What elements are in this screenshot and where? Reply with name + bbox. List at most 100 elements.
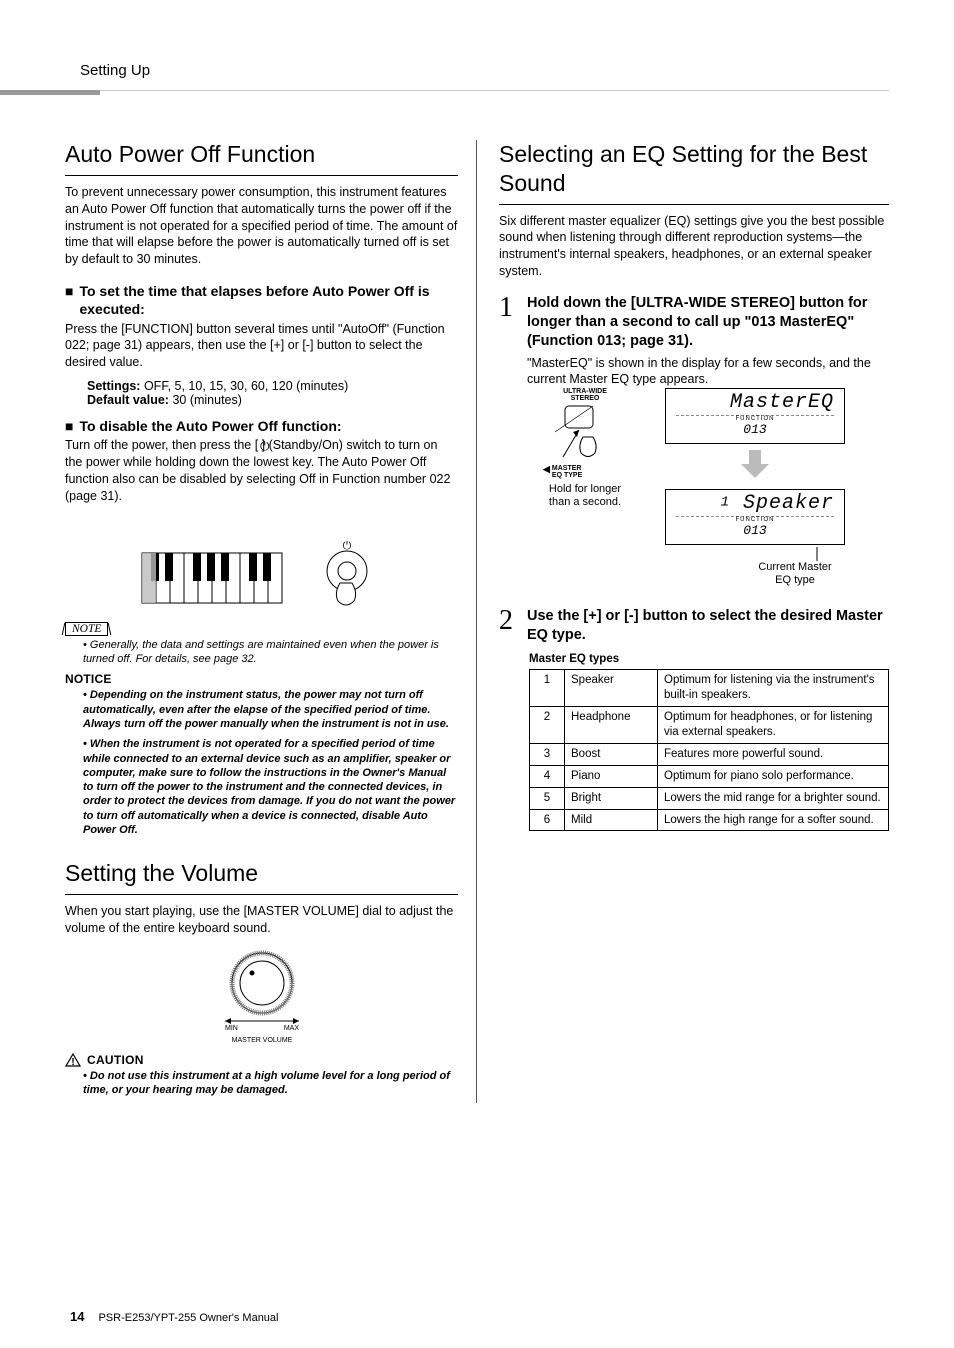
eq-desc: Optimum for headphones, or for listening…	[658, 706, 889, 743]
volume-dial-figure: MIN MAX MASTER VOLUME	[65, 945, 458, 1045]
eq-desc: Lowers the mid range for a brighter soun…	[658, 787, 889, 809]
left-column: Auto Power Off Function To prevent unnec…	[65, 140, 477, 1103]
note-body: • Generally, the data and settings are m…	[83, 638, 458, 667]
lcd-box-1: MasterEQ FUNCTION 013	[665, 388, 845, 444]
svg-text:⏻: ⏻	[342, 540, 351, 552]
lcd2-main: 1 Speaker	[676, 494, 834, 517]
bullet-square-icon: ■	[65, 282, 73, 318]
right-column: Selecting an EQ Setting for the Best Sou…	[477, 140, 889, 1103]
subhead-set-time: ■ To set the time that elapses before Au…	[65, 282, 458, 318]
auto-power-off-body: To prevent unnecessary power consumption…	[65, 184, 458, 268]
hold-text-1: Hold for longer	[549, 483, 621, 495]
eq-num: 3	[530, 743, 565, 765]
svg-text:!: !	[71, 1057, 74, 1067]
settings-values: OFF, 5, 10, 15, 30, 60, 120 (minutes)	[140, 379, 348, 393]
eq-num: 2	[530, 706, 565, 743]
hold-text-2: than a second.	[549, 496, 621, 508]
eq-name: Piano	[565, 765, 658, 787]
set-time-body: Press the [FUNCTION] button several time…	[65, 321, 458, 372]
btn-label-bot2: EQ TYPE	[552, 472, 582, 479]
disable-body-text: Turn off the power, then press the [ ] (…	[65, 438, 450, 503]
step-1-head: Hold down the [ULTRA-WIDE STEREO] button…	[527, 294, 889, 351]
svg-text:MIN: MIN	[225, 1025, 238, 1032]
table-row: 5BrightLowers the mid range for a bright…	[530, 787, 889, 809]
eq-intro: Six different master equalizer (EQ) sett…	[499, 213, 889, 281]
bullet-square-icon: ■	[65, 417, 73, 435]
caution-head: CAUTION	[87, 1053, 144, 1067]
eq-name: Headphone	[565, 706, 658, 743]
running-head: Setting Up	[80, 62, 150, 79]
button-svg	[545, 402, 625, 462]
eq-num: 5	[530, 787, 565, 809]
settings-line: Settings: OFF, 5, 10, 15, 30, 60, 120 (m…	[87, 379, 458, 393]
manual-title: PSR-E253/YPT-255 Owner's Manual	[98, 1312, 278, 1324]
columns: Auto Power Off Function To prevent unnec…	[65, 140, 889, 1103]
svg-text:MAX: MAX	[283, 1025, 299, 1032]
page: Setting Up Auto Power Off Function To pr…	[0, 0, 954, 1348]
heading-volume: Setting the Volume	[65, 859, 458, 895]
caution-row: ! CAUTION	[65, 1053, 458, 1067]
eq-name: Bright	[565, 787, 658, 809]
lcd2-num: 013	[676, 523, 834, 538]
power-icon: ⏻	[260, 438, 270, 454]
dial-svg: MIN MAX MASTER VOLUME	[197, 945, 327, 1045]
keyboard-figure: ⏻	[65, 513, 458, 613]
table-row: 1SpeakerOptimum for listening via the in…	[530, 669, 889, 706]
note-block: NOTE • Generally, the data and settings …	[65, 621, 458, 667]
subhead-disable-text: To disable the Auto Power Off function:	[79, 417, 341, 435]
warning-icon: !	[65, 1053, 81, 1067]
lcd-box-2: 1 Speaker FUNCTION 013	[665, 489, 845, 545]
eq-name: Speaker	[565, 669, 658, 706]
step-1-number: 1	[499, 294, 517, 388]
lcd1-num: 013	[676, 422, 834, 437]
eq-desc: Optimum for listening via the instrument…	[658, 669, 889, 706]
notice-2: • When the instrument is not operated fo…	[83, 737, 458, 837]
settings-label: Settings:	[87, 379, 140, 393]
keyboard-svg: ⏻	[132, 513, 392, 613]
table-row: 3BoostFeatures more powerful sound.	[530, 743, 889, 765]
step-2-head: Use the [+] or [-] button to select the …	[527, 607, 889, 645]
notice-1: • Depending on the instrument status, th…	[83, 688, 458, 731]
btn-label-top1: ULTRA-WIDE	[563, 388, 607, 395]
header-bar-thick	[0, 90, 100, 95]
current-label-2: EQ type	[775, 574, 815, 586]
eq-table-caption: Master EQ types	[529, 653, 889, 665]
heading-auto-power-off: Auto Power Off Function	[65, 140, 458, 176]
subhead-set-time-text: To set the time that elapses before Auto…	[79, 282, 458, 318]
step-2-number: 2	[499, 607, 517, 645]
eq-name: Mild	[565, 809, 658, 831]
arrow-down-icon	[737, 450, 773, 480]
subhead-disable: ■ To disable the Auto Power Off function…	[65, 417, 458, 435]
step-1: 1 Hold down the [ULTRA-WIDE STEREO] butt…	[499, 294, 889, 388]
eq-desc: Lowers the high range for a softer sound…	[658, 809, 889, 831]
btn-label-top2: STEREO	[571, 395, 600, 402]
lcd1-main: MasterEQ	[676, 393, 834, 416]
eq-num: 6	[530, 809, 565, 831]
volume-body: When you start playing, use the [MASTER …	[65, 903, 458, 937]
eq-desc: Optimum for piano solo performance.	[658, 765, 889, 787]
footer: 14 PSR-E253/YPT-255 Owner's Manual	[70, 1309, 279, 1324]
svg-text:MASTER VOLUME: MASTER VOLUME	[231, 1037, 292, 1044]
caution-body: • Do not use this instrument at a high v…	[83, 1069, 458, 1098]
eq-num: 1	[530, 669, 565, 706]
default-line: Default value: 30 (minutes)	[87, 393, 458, 407]
current-label-1: Current Master	[758, 561, 831, 573]
notice-head: NOTICE	[65, 672, 458, 686]
default-value: 30 (minutes)	[169, 393, 242, 407]
eq-table: 1SpeakerOptimum for listening via the in…	[529, 669, 889, 832]
step-2: 2 Use the [+] or [-] button to select th…	[499, 607, 889, 645]
default-label: Default value:	[87, 393, 169, 407]
disable-body: Turn off the power, then press the [ ] (…	[65, 437, 458, 505]
header-bar-thin	[100, 90, 889, 91]
table-row: 6MildLowers the high range for a softer …	[530, 809, 889, 831]
step-1-body: "MasterEQ" is shown in the display for a…	[527, 355, 889, 389]
eq-num: 4	[530, 765, 565, 787]
eq-name: Boost	[565, 743, 658, 765]
heading-eq: Selecting an EQ Setting for the Best Sou…	[499, 140, 889, 205]
table-row: 2HeadphoneOptimum for headphones, or for…	[530, 706, 889, 743]
page-number: 14	[70, 1309, 84, 1324]
eq-diagram: ULTRA-WIDE STEREO ◀	[535, 388, 889, 593]
table-row: 4PianoOptimum for piano solo performance…	[530, 765, 889, 787]
note-label: NOTE	[65, 622, 108, 636]
btn-label-bot1: MASTER	[552, 465, 582, 472]
